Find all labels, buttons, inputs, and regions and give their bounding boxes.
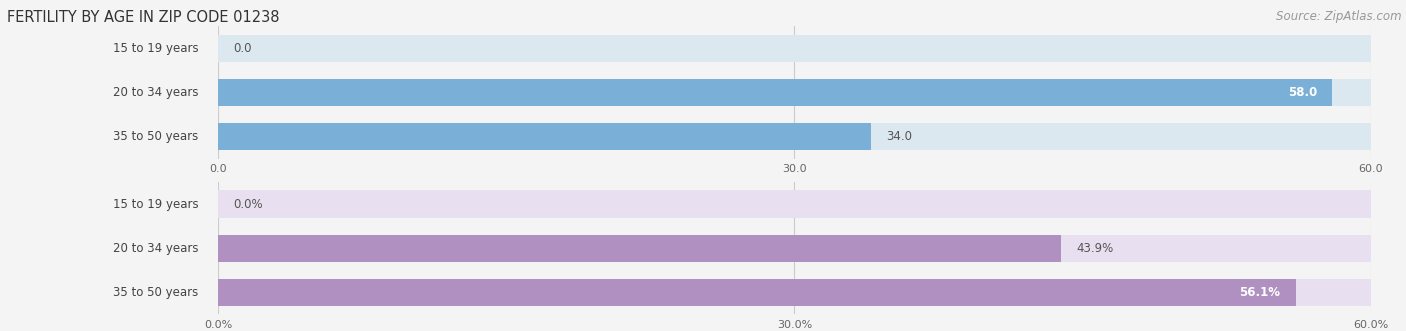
Text: 35 to 50 years: 35 to 50 years [114, 286, 198, 299]
Text: 0.0: 0.0 [233, 42, 252, 55]
Text: 35 to 50 years: 35 to 50 years [114, 130, 198, 143]
Bar [218, 35, 1371, 62]
Bar [218, 235, 1062, 262]
Text: 15 to 19 years: 15 to 19 years [112, 198, 198, 211]
Text: 56.1%: 56.1% [1240, 286, 1281, 299]
Text: 43.9%: 43.9% [1077, 242, 1114, 255]
Text: 0.0%: 0.0% [233, 198, 263, 211]
Text: FERTILITY BY AGE IN ZIP CODE 01238: FERTILITY BY AGE IN ZIP CODE 01238 [7, 10, 280, 25]
Text: 20 to 34 years: 20 to 34 years [114, 86, 198, 99]
Bar [218, 123, 1371, 151]
Text: 20 to 34 years: 20 to 34 years [114, 242, 198, 255]
Bar [218, 79, 1371, 106]
Bar [218, 279, 1371, 306]
Text: 58.0: 58.0 [1288, 86, 1317, 99]
Text: 15 to 19 years: 15 to 19 years [112, 42, 198, 55]
Bar [218, 123, 872, 151]
Text: 34.0: 34.0 [887, 130, 912, 143]
Bar [218, 235, 1371, 262]
Text: Source: ZipAtlas.com: Source: ZipAtlas.com [1277, 10, 1402, 23]
Bar [218, 190, 1371, 218]
Bar [218, 279, 1296, 306]
Bar [218, 79, 1333, 106]
